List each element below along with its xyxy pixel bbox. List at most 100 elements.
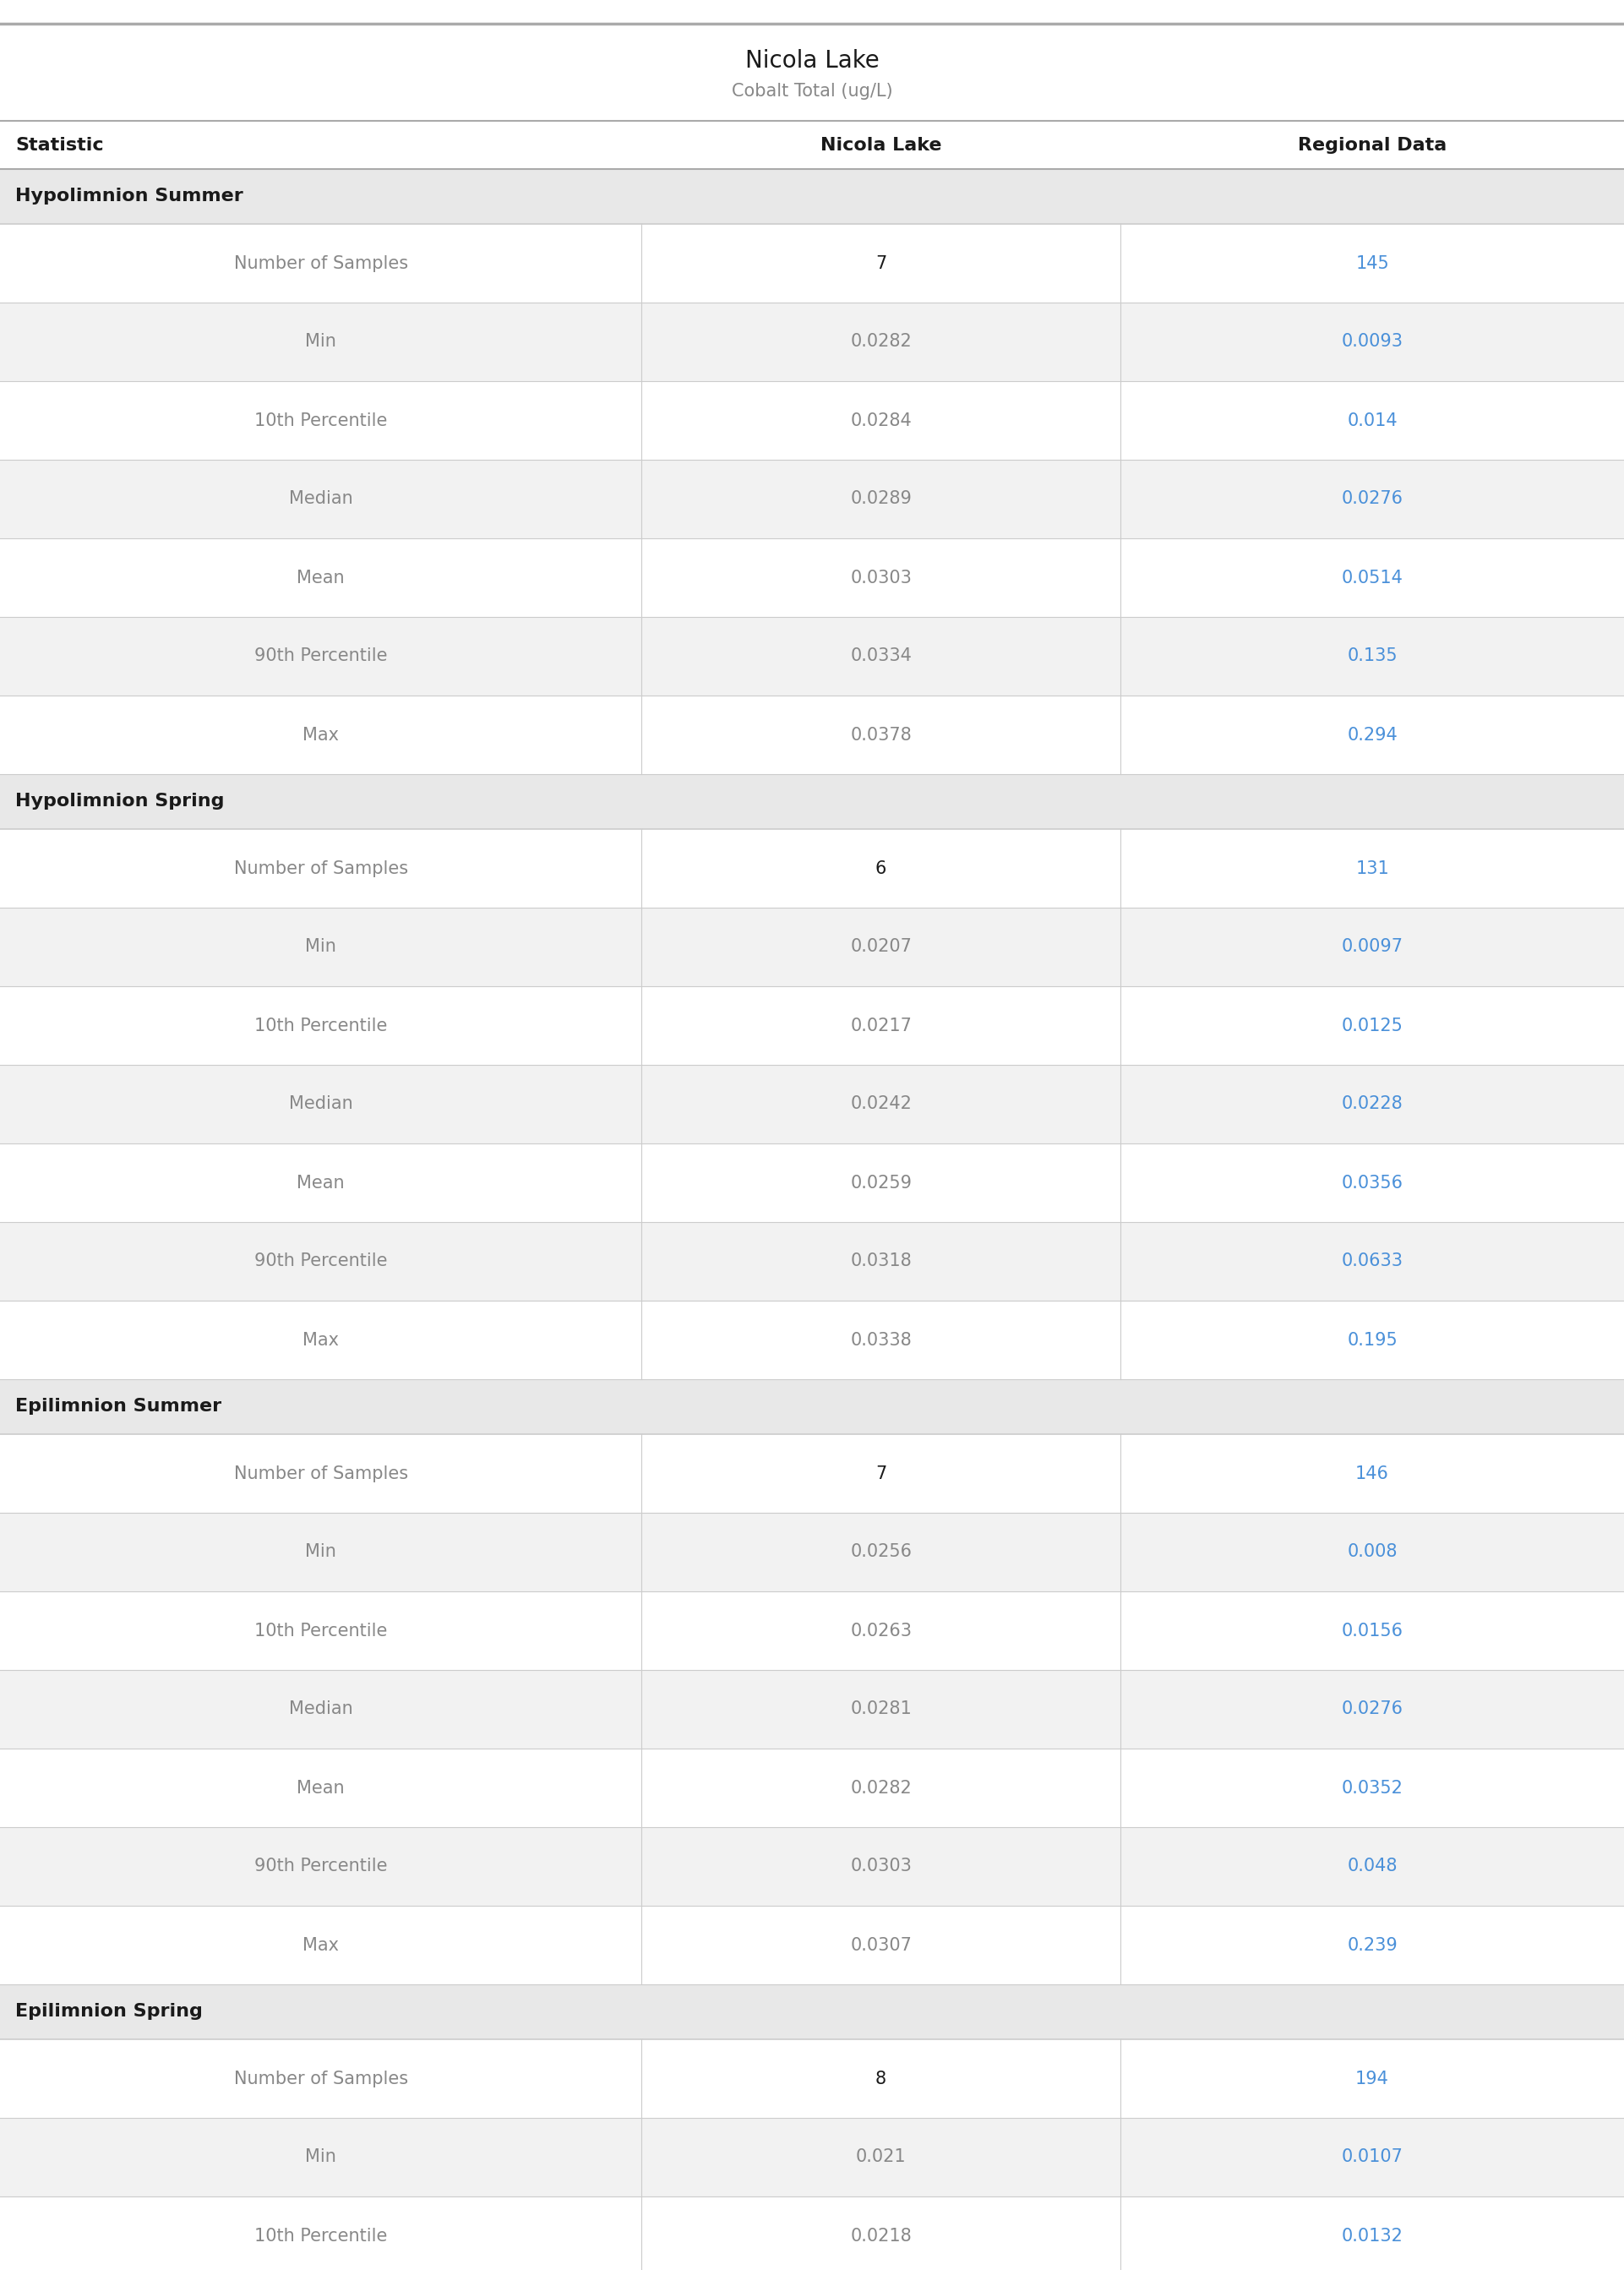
Text: 0.0207: 0.0207 xyxy=(851,938,911,956)
Text: Nicola Lake: Nicola Lake xyxy=(820,136,942,154)
Text: 131: 131 xyxy=(1356,860,1389,876)
Text: 10th Percentile: 10th Percentile xyxy=(255,1017,387,1035)
Text: 0.0378: 0.0378 xyxy=(851,726,911,742)
Bar xyxy=(0,1984,1624,2038)
Bar xyxy=(0,1221,1624,1301)
Text: Regional Data: Regional Data xyxy=(1298,136,1447,154)
Text: 0.0097: 0.0097 xyxy=(1341,938,1403,956)
Bar xyxy=(0,1827,1624,1907)
Bar xyxy=(0,302,1624,381)
Text: 0.0132: 0.0132 xyxy=(1341,2227,1403,2245)
Text: 0.048: 0.048 xyxy=(1348,1859,1397,1875)
Text: 10th Percentile: 10th Percentile xyxy=(255,1623,387,1639)
Bar xyxy=(0,617,1624,695)
Text: 6: 6 xyxy=(875,860,887,876)
Bar xyxy=(0,908,1624,985)
Text: 0.0303: 0.0303 xyxy=(851,1859,911,1875)
Bar xyxy=(0,461,1624,538)
Bar xyxy=(0,774,1624,829)
Bar xyxy=(0,1512,1624,1591)
Text: 7: 7 xyxy=(875,254,887,272)
Text: Number of Samples: Number of Samples xyxy=(234,2070,408,2086)
Text: Number of Samples: Number of Samples xyxy=(234,860,408,876)
Bar xyxy=(0,1380,1624,1435)
Text: Epilimnion Summer: Epilimnion Summer xyxy=(15,1398,221,1414)
Text: 90th Percentile: 90th Percentile xyxy=(255,1859,387,1875)
Text: 8: 8 xyxy=(875,2070,887,2086)
Text: Median: Median xyxy=(289,1700,352,1718)
Text: Max: Max xyxy=(302,726,339,742)
Text: Number of Samples: Number of Samples xyxy=(234,254,408,272)
Text: Mean: Mean xyxy=(297,570,344,586)
Bar xyxy=(0,695,1624,774)
Bar xyxy=(0,1301,1624,1380)
Text: 0.0256: 0.0256 xyxy=(851,1544,911,1559)
Text: 90th Percentile: 90th Percentile xyxy=(255,647,387,665)
Text: 0.0218: 0.0218 xyxy=(851,2227,911,2245)
Text: Epilimnion Spring: Epilimnion Spring xyxy=(15,2004,203,2020)
Text: Max: Max xyxy=(302,1936,339,1954)
Text: 146: 146 xyxy=(1356,1464,1389,1482)
Text: Min: Min xyxy=(305,334,336,350)
Text: Cobalt Total (ug/L): Cobalt Total (ug/L) xyxy=(731,82,893,100)
Text: Min: Min xyxy=(305,938,336,956)
Text: 0.0334: 0.0334 xyxy=(851,647,911,665)
Text: 0.195: 0.195 xyxy=(1346,1332,1398,1348)
Text: 0.021: 0.021 xyxy=(856,2150,906,2166)
Text: 0.294: 0.294 xyxy=(1346,726,1398,742)
Bar xyxy=(0,1748,1624,1827)
Text: 7: 7 xyxy=(875,1464,887,1482)
Text: 0.0276: 0.0276 xyxy=(1341,490,1403,508)
Text: Hypolimnion Spring: Hypolimnion Spring xyxy=(15,792,224,810)
Text: 0.0352: 0.0352 xyxy=(1341,1780,1403,1796)
Text: Median: Median xyxy=(289,490,352,508)
Text: 0.0318: 0.0318 xyxy=(851,1253,911,1269)
Bar xyxy=(0,1144,1624,1221)
Text: Mean: Mean xyxy=(297,1780,344,1796)
Text: 0.0093: 0.0093 xyxy=(1341,334,1403,350)
Text: 0.0356: 0.0356 xyxy=(1341,1174,1403,1192)
Bar xyxy=(0,225,1624,302)
Text: 10th Percentile: 10th Percentile xyxy=(255,411,387,429)
Bar xyxy=(0,2118,1624,2197)
Bar xyxy=(0,1065,1624,1144)
Text: 0.135: 0.135 xyxy=(1346,647,1398,665)
Text: Max: Max xyxy=(302,1332,339,1348)
Bar xyxy=(0,2197,1624,2270)
Text: 0.0633: 0.0633 xyxy=(1341,1253,1403,1269)
Bar xyxy=(0,381,1624,461)
Text: 0.0263: 0.0263 xyxy=(851,1623,911,1639)
Text: 0.0125: 0.0125 xyxy=(1341,1017,1403,1035)
Text: 0.0284: 0.0284 xyxy=(851,411,911,429)
Text: Number of Samples: Number of Samples xyxy=(234,1464,408,1482)
Text: Min: Min xyxy=(305,1544,336,1559)
Text: 0.0156: 0.0156 xyxy=(1341,1623,1403,1639)
Bar xyxy=(0,985,1624,1065)
Text: Mean: Mean xyxy=(297,1174,344,1192)
Bar xyxy=(0,1907,1624,1984)
Bar xyxy=(0,168,1624,225)
Bar xyxy=(0,2038,1624,2118)
Text: 10th Percentile: 10th Percentile xyxy=(255,2227,387,2245)
Bar xyxy=(0,829,1624,908)
Bar xyxy=(0,1591,1624,1671)
Text: 0.239: 0.239 xyxy=(1346,1936,1398,1954)
Text: Min: Min xyxy=(305,2150,336,2166)
Text: Statistic: Statistic xyxy=(15,136,104,154)
Text: 0.0289: 0.0289 xyxy=(851,490,911,508)
Bar xyxy=(0,1671,1624,1748)
Bar xyxy=(0,1435,1624,1512)
Bar xyxy=(0,538,1624,617)
Text: 0.0276: 0.0276 xyxy=(1341,1700,1403,1718)
Text: 0.0338: 0.0338 xyxy=(851,1332,911,1348)
Text: 0.008: 0.008 xyxy=(1348,1544,1397,1559)
Text: 0.014: 0.014 xyxy=(1346,411,1398,429)
Text: Nicola Lake: Nicola Lake xyxy=(745,50,879,73)
Text: 90th Percentile: 90th Percentile xyxy=(255,1253,387,1269)
Text: 0.0259: 0.0259 xyxy=(851,1174,911,1192)
Text: 194: 194 xyxy=(1356,2070,1389,2086)
Text: 0.0107: 0.0107 xyxy=(1341,2150,1403,2166)
Text: 0.0303: 0.0303 xyxy=(851,570,911,586)
Text: 0.0242: 0.0242 xyxy=(851,1096,911,1112)
Text: 0.0514: 0.0514 xyxy=(1341,570,1403,586)
